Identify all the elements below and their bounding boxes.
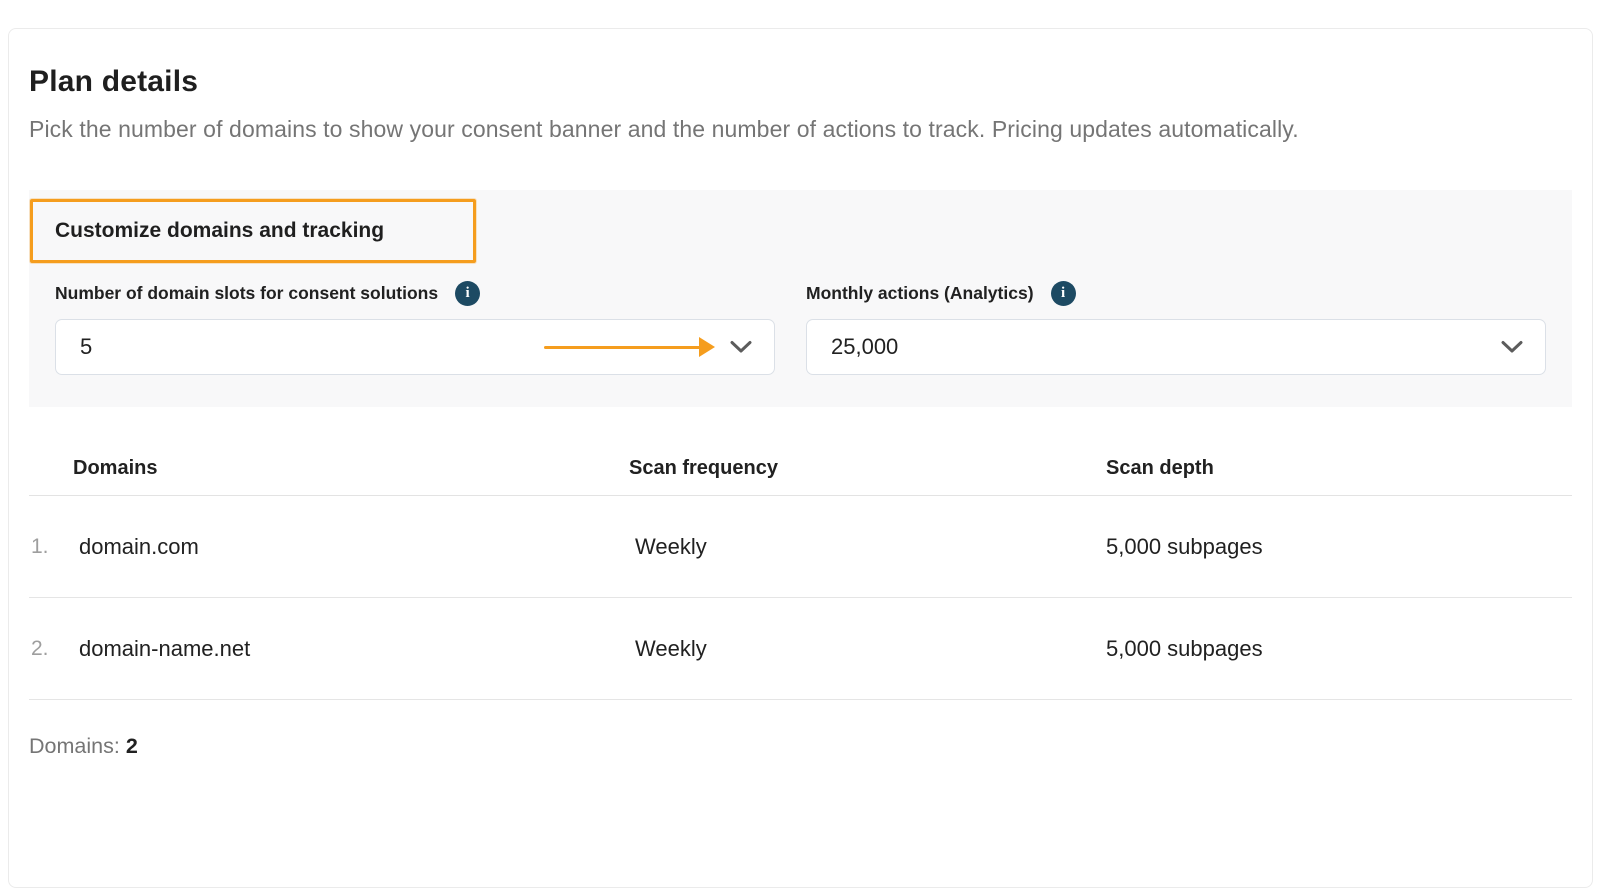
chevron-down-icon <box>730 341 752 353</box>
monthly-actions-value: 25,000 <box>831 334 899 359</box>
customize-panel: Customize domains and tracking Number of… <box>29 190 1572 407</box>
row-scan-frequency: Weekly <box>635 635 707 661</box>
header-scan-depth: Scan depth <box>1106 457 1214 479</box>
row-scan-depth: 5,000 subpages <box>1106 635 1263 661</box>
annotation-arrow <box>544 337 715 357</box>
row-scan-depth: 5,000 subpages <box>1106 533 1263 559</box>
annotation-box: Customize domains and tracking <box>30 199 476 263</box>
domain-slots-select[interactable]: 5 <box>55 319 775 375</box>
row-index: 1. <box>31 534 49 558</box>
row-domain: domain.com <box>79 533 199 559</box>
row-scan-frequency: Weekly <box>635 533 707 559</box>
page-title: Plan details <box>29 65 199 98</box>
domain-slots-label: Number of domain slots for consent solut… <box>55 282 439 303</box>
monthly-actions-label: Monthly actions (Analytics) <box>806 282 1034 303</box>
row-domain: domain-name.net <box>79 635 251 661</box>
customize-heading: Customize domains and tracking <box>55 219 385 242</box>
domain-slots-value: 5 <box>80 334 93 359</box>
page-subtitle: Pick the number of domains to show your … <box>29 116 1299 142</box>
monthly-actions-select[interactable]: 25,000 <box>806 319 1546 375</box>
domain-slots-label-row: Number of domain slots for consent solut… <box>55 280 775 306</box>
domains-table: Domains Scan frequency Scan depth 1. dom… <box>29 442 1572 700</box>
fields-row: Number of domain slots for consent solut… <box>55 280 1546 375</box>
header-scan-frequency: Scan frequency <box>629 457 778 479</box>
summary-label: Domains: <box>29 734 120 758</box>
domains-summary: Domains: 2 <box>29 734 1572 759</box>
table-row: 1. domain.com Weekly 5,000 subpages <box>29 496 1572 598</box>
summary-count: 2 <box>125 734 138 758</box>
plan-details-card: Plan details Pick the number of domains … <box>8 28 1593 888</box>
table-row: 2. domain-name.net Weekly 5,000 subpages <box>29 598 1572 700</box>
row-index: 2. <box>31 636 49 660</box>
header-domains: Domains <box>73 457 158 479</box>
info-icon[interactable]: i <box>1050 280 1076 306</box>
monthly-actions-field: Monthly actions (Analytics) i 25,000 <box>806 280 1546 375</box>
monthly-actions-label-row: Monthly actions (Analytics) i <box>806 280 1546 306</box>
domain-slots-field: Number of domain slots for consent solut… <box>55 280 775 375</box>
table-header-row: Domains Scan frequency Scan depth <box>29 442 1572 496</box>
info-icon[interactable]: i <box>455 280 481 306</box>
chevron-down-icon <box>1501 341 1523 353</box>
